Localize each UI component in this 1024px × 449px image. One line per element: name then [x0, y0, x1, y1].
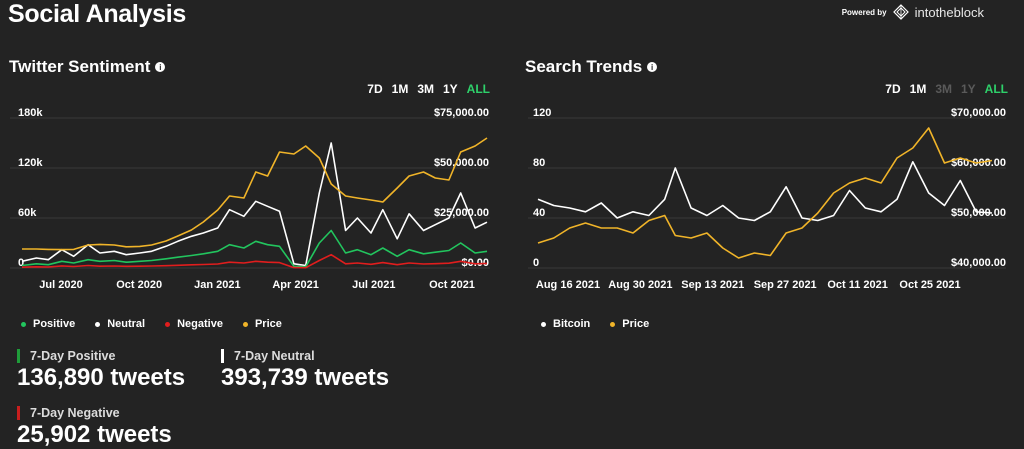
legend-negative-label: Negative	[177, 318, 223, 330]
range-7d[interactable]: 7D	[885, 82, 901, 96]
search-y-right-tick: $70,000.00	[951, 107, 1006, 119]
twitter-x-tick: Jul 2020	[39, 279, 82, 291]
range-7d[interactable]: 7D	[367, 82, 383, 96]
twitter-y-left-tick: 0	[18, 257, 24, 269]
stat-negative-label: 7-Day Negative	[17, 406, 172, 420]
search-series-bitcoin-line	[537, 160, 993, 222]
intotheblock-logo-icon	[892, 4, 909, 20]
search-y-left-tick: 0	[533, 257, 539, 269]
twitter-series-price-line	[22, 137, 488, 251]
search-x-tick: Aug 30 2021	[608, 279, 672, 291]
search-trends-title: Search Trends i	[525, 57, 658, 77]
stat-negative-value: 25,902 tweets	[17, 421, 172, 448]
twitter-y-right-tick: $75,000.00	[434, 107, 489, 119]
stat-positive-label: 7-Day Positive	[17, 349, 185, 363]
search-x-tick: Sep 27 2021	[754, 279, 817, 291]
search-trends-title-text: Search Trends	[525, 57, 643, 76]
twitter-x-tick: Oct 2020	[116, 279, 162, 291]
legend-price[interactable]: Price	[610, 318, 649, 330]
legend-positive[interactable]: Positive	[21, 318, 75, 330]
twitter-y-left-tick: 180k	[18, 107, 43, 119]
search-range-selector: 7D 1M 3M 1Y ALL	[885, 82, 1008, 96]
twitter-y-left-tick: 120k	[18, 157, 43, 169]
twitter-x-tick: Apr 2021	[272, 279, 318, 291]
search-x-tick: Sep 13 2021	[681, 279, 744, 291]
twitter-series-neutral-line	[21, 142, 488, 267]
legend-price-label: Price	[254, 318, 282, 330]
range-1m[interactable]: 1M	[391, 82, 409, 96]
legend-positive-label: Positive	[33, 318, 76, 330]
range-3m[interactable]: 3M	[935, 82, 952, 96]
bitcoin-dot-icon	[541, 321, 546, 327]
twitter-series-negative-line	[21, 253, 488, 269]
search-x-tick: Oct 11 2021	[827, 279, 888, 291]
search-y-left-tick: 80	[533, 157, 545, 169]
stat-7day-negative: 7-Day Negative 25,902 tweets	[17, 406, 172, 449]
twitter-sentiment-title-text: Twitter Sentiment	[9, 57, 151, 76]
twitter-series-positive-line	[21, 229, 488, 268]
legend-bitcoin[interactable]: Bitcoin	[541, 318, 590, 330]
positive-dot-icon	[21, 321, 26, 327]
search-x-tick: Oct 25 2021	[899, 279, 960, 291]
stat-neutral-label: 7-Day Neutral	[221, 349, 389, 363]
search-x-tick: Aug 16 2021	[536, 279, 600, 291]
stat-7day-neutral: 7-Day Neutral 393,739 tweets	[221, 349, 389, 392]
negative-dot-icon	[165, 321, 171, 327]
stat-positive-value: 136,890 tweets	[17, 364, 186, 391]
price-dot-icon	[610, 321, 616, 327]
twitter-legend: Positive Neutral Negative Price	[21, 318, 282, 330]
price-dot-icon	[242, 321, 248, 327]
range-all[interactable]: ALL	[466, 82, 490, 96]
powered-by-label: Powered by	[841, 7, 887, 17]
search-legend: Bitcoin Price	[541, 318, 649, 330]
info-icon[interactable]: i	[155, 62, 166, 72]
legend-negative[interactable]: Negative	[165, 318, 223, 330]
search-y-left-tick: 40	[533, 207, 545, 219]
range-3m[interactable]: 3M	[417, 82, 434, 96]
range-all[interactable]: ALL	[984, 82, 1008, 96]
legend-neutral-label: Neutral	[107, 318, 146, 330]
search-y-left-tick: 120	[533, 107, 551, 119]
stat-7day-positive: 7-Day Positive 136,890 tweets	[17, 349, 185, 392]
legend-price-label: Price	[622, 318, 650, 330]
twitter-x-tick: Jan 2021	[194, 279, 240, 291]
range-1m[interactable]: 1M	[909, 82, 927, 96]
range-1y[interactable]: 1Y	[442, 82, 458, 96]
twitter-y-right-tick: $25,000.00	[434, 207, 489, 219]
neutral-dot-icon	[95, 321, 101, 327]
search-y-right-tick: $50,000.00	[951, 207, 1006, 219]
legend-bitcoin-label: Bitcoin	[553, 318, 591, 330]
twitter-y-left-tick: 60k	[18, 207, 37, 219]
legend-price[interactable]: Price	[242, 318, 282, 330]
search-y-right-tick: $40,000.00	[951, 257, 1006, 269]
legend-neutral[interactable]: Neutral	[95, 318, 145, 330]
info-icon[interactable]: i	[647, 62, 658, 72]
brand-name: intotheblock	[914, 4, 984, 20]
twitter-y-right-tick: $50,000.00	[434, 157, 489, 169]
twitter-x-tick: Jul 2021	[352, 279, 395, 291]
twitter-x-tick: Oct 2021	[429, 279, 475, 291]
powered-by[interactable]: Powered by intotheblock	[842, 4, 984, 20]
search-series-price-line	[537, 127, 993, 259]
twitter-range-selector: 7D 1M 3M 1Y ALL	[367, 82, 490, 96]
twitter-sentiment-title: Twitter Sentiment i	[9, 57, 166, 77]
page-title: Social Analysis	[8, 0, 186, 28]
stat-neutral-value: 393,739 tweets	[221, 364, 390, 391]
range-1y[interactable]: 1Y	[960, 82, 976, 96]
